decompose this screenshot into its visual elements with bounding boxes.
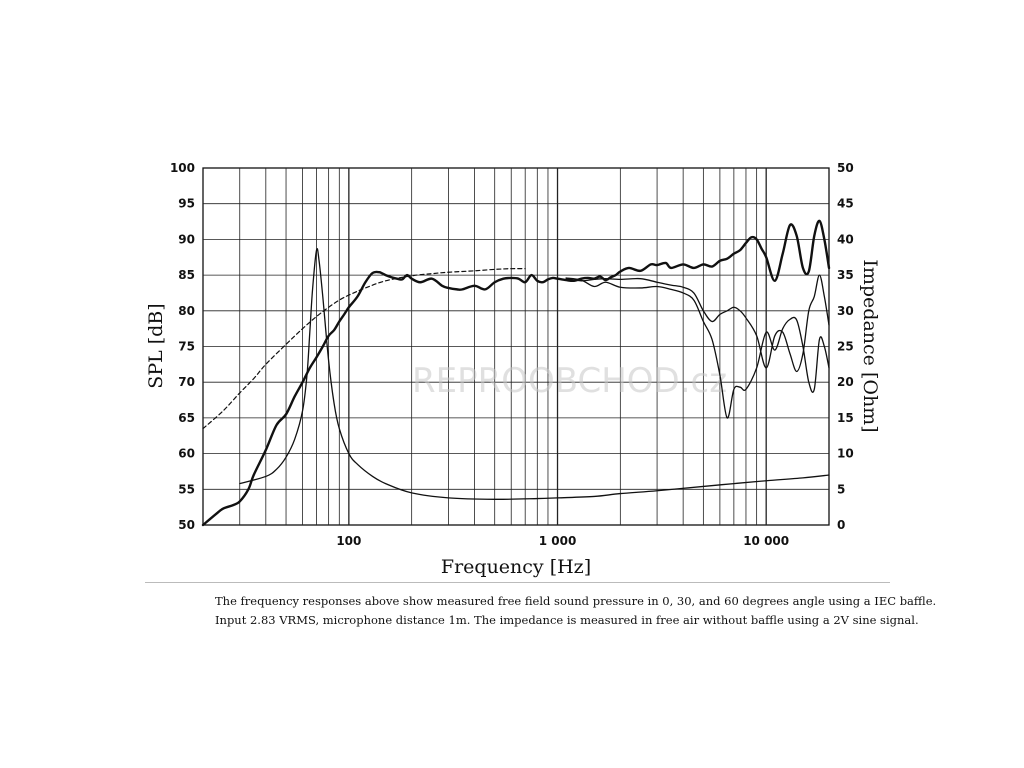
watermark-text: REPROOBCHOD.cz xyxy=(412,361,727,401)
frequency-response-chart: REPROOBCHOD.cz 5055606570758085909510005… xyxy=(145,161,881,578)
chart-tick-labels: 50 55 60 65 70 75 80 85 90 95 100 0 5 10 15 20 25 30 35 40 4… xyxy=(170,161,854,548)
y-left-tick-label: 55 xyxy=(178,482,195,496)
caption-line-1: The frequency responses above show measu… xyxy=(215,594,937,608)
y-right-tick-label: 40 xyxy=(837,232,854,246)
caption-line-2: Input 2.83 VRMS, microphone distance 1m.… xyxy=(215,613,919,627)
y-right-tick-label: 50 xyxy=(837,161,854,175)
x-tick-label: 1 000 xyxy=(539,534,577,548)
chart-caption: The frequency responses above show measu… xyxy=(215,592,937,630)
spl-dashed-line xyxy=(202,268,526,430)
y-left-tick-label: 70 xyxy=(178,375,195,389)
y-right-tick-label: 25 xyxy=(837,340,854,354)
y-right-tick-label: 10 xyxy=(837,447,854,461)
y-left-tick-label: 100 xyxy=(170,161,195,175)
y-right-tick-label: 20 xyxy=(837,375,854,389)
y-left-tick-label: 65 xyxy=(178,411,195,425)
y-left-tick-label: 80 xyxy=(178,304,195,318)
chart-series xyxy=(201,219,831,527)
spl-30deg-line xyxy=(565,274,830,373)
y-left-tick-label: 90 xyxy=(178,232,195,246)
y-left-tick-label: 50 xyxy=(178,518,195,532)
x-tick-label: 10 000 xyxy=(743,534,789,548)
y-axis-right-title: Impedance [Ohm] xyxy=(859,259,881,432)
y-axis-left-title: SPL [dB] xyxy=(145,303,167,388)
y-left-tick-label: 75 xyxy=(178,340,195,354)
x-axis-title: Frequency [Hz] xyxy=(441,556,591,578)
spl-60deg-line xyxy=(565,277,830,419)
y-right-tick-label: 15 xyxy=(837,411,854,425)
caption-divider xyxy=(145,582,890,583)
y-right-tick-label: 35 xyxy=(837,268,854,282)
y-left-tick-label: 95 xyxy=(178,197,195,211)
impedance-line xyxy=(239,248,830,500)
y-right-tick-label: 5 xyxy=(837,482,845,496)
y-right-tick-label: 0 xyxy=(837,518,845,532)
x-tick-label: 100 xyxy=(336,534,361,548)
y-left-tick-label: 60 xyxy=(178,447,195,461)
y-left-tick-label: 85 xyxy=(178,268,195,282)
y-right-tick-label: 45 xyxy=(837,197,854,211)
spl-0deg-line xyxy=(201,219,831,527)
y-right-tick-label: 30 xyxy=(837,304,854,318)
chart-grid xyxy=(202,167,830,526)
